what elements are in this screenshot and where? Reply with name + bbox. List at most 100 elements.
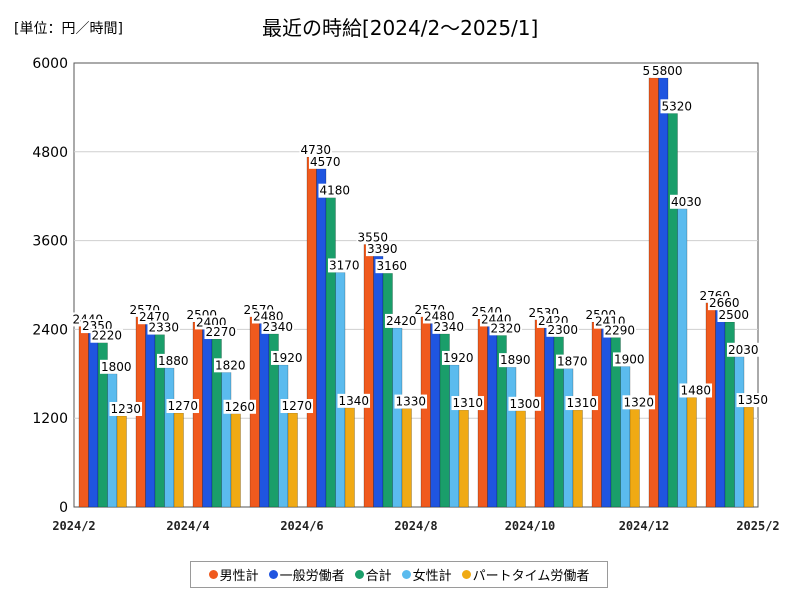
- data-label-bg: [650, 63, 684, 78]
- bar: [344, 407, 355, 508]
- data-label-text: 2340: [262, 320, 293, 334]
- x-tick-label: 2024/6: [280, 519, 323, 533]
- data-label-text: 1340: [338, 394, 369, 408]
- data-label-text: 2030: [728, 343, 759, 357]
- bar: [705, 302, 716, 508]
- data-label: 1330: [394, 394, 428, 409]
- bar: [601, 328, 612, 508]
- data-label-bg: [270, 350, 304, 365]
- legend-marker: [268, 570, 278, 579]
- data-label-text: 2220: [91, 329, 122, 343]
- data-label-bg: [679, 383, 713, 398]
- data-label-text: 4570: [310, 155, 341, 169]
- data-label-bg: [489, 321, 523, 336]
- bar: [458, 409, 469, 508]
- data-label-text: 1880: [158, 354, 189, 368]
- data-label-text: 3160: [376, 259, 407, 273]
- data-label: 1820: [213, 358, 247, 373]
- bar: [173, 412, 184, 508]
- bar: [715, 309, 726, 508]
- data-label-text: 1900: [614, 352, 645, 366]
- unit-label: [単位：円／時間]: [14, 21, 123, 37]
- legend-label: パートタイム労働者: [472, 569, 590, 584]
- bar: [572, 409, 583, 508]
- legend-label: 一般労働者: [279, 569, 345, 584]
- bar: [420, 316, 431, 508]
- data-label: 2500: [717, 308, 751, 322]
- bar: [658, 77, 669, 508]
- bar: [534, 319, 545, 508]
- bar: [145, 323, 156, 508]
- data-label-bg: [451, 396, 485, 411]
- data-label-text: 2320: [490, 321, 521, 335]
- x-tick-label: 2024/8: [394, 519, 437, 533]
- data-label-text: 2300: [547, 323, 578, 337]
- data-label-text: 5800: [652, 64, 683, 78]
- data-label: 1900: [612, 352, 646, 367]
- data-label-bg: [565, 396, 599, 411]
- data-label-text: 2660: [709, 296, 740, 310]
- data-label: 2300: [546, 322, 580, 337]
- legend-item: 女性計: [401, 565, 452, 584]
- data-label: 4570: [308, 154, 342, 169]
- legend-item: 男性計: [208, 565, 259, 584]
- bar: [382, 272, 393, 508]
- x-tick-label: 2024/12: [619, 519, 670, 533]
- data-label-text: 2340: [433, 320, 464, 334]
- y-tick-label: 1200: [32, 411, 68, 427]
- data-label-bg: [318, 183, 352, 198]
- data-label: 2330: [147, 320, 181, 335]
- data-label-text: 1300: [509, 397, 540, 411]
- data-label-bg: [337, 393, 371, 408]
- bar: [743, 406, 754, 508]
- data-label: 2660: [707, 296, 741, 311]
- data-label-text: 1270: [281, 399, 312, 413]
- data-label: 1920: [270, 350, 304, 365]
- data-label-bg: [441, 350, 475, 365]
- data-label-text: 3170: [329, 258, 360, 272]
- data-label-text: 1870: [557, 355, 588, 369]
- bar: [677, 208, 688, 508]
- bar: [449, 364, 460, 508]
- bar: [230, 413, 241, 508]
- data-label-bg: [308, 154, 342, 169]
- plot-area: [73, 62, 759, 508]
- bar: [373, 255, 384, 508]
- y-tick-label: 6000: [32, 56, 68, 72]
- data-label: 3550: [356, 230, 390, 245]
- bar: [392, 327, 403, 508]
- bar: [544, 327, 555, 508]
- legend: 男性計 一般労働者 合計 女性計 パートタイム労働者: [190, 561, 608, 588]
- bar: [78, 326, 89, 508]
- data-label: 5320: [660, 99, 694, 114]
- bar: [116, 415, 127, 508]
- data-label: 2030: [726, 342, 760, 357]
- data-label-bg: [546, 322, 580, 337]
- legend-marker: [208, 570, 218, 579]
- bar: [335, 272, 346, 508]
- data-label-bg: [707, 296, 741, 311]
- chart-title: 最近の時給[2024/2～2025/1]: [262, 16, 539, 40]
- data-label: 1920: [441, 350, 475, 365]
- data-label-text: 1890: [500, 353, 531, 367]
- data-label: 4180: [318, 183, 352, 198]
- data-label-bg: [280, 399, 314, 414]
- bar: [325, 197, 336, 508]
- legend-marker: [354, 570, 364, 579]
- data-label-bg: [166, 399, 200, 414]
- data-label: 4030: [669, 194, 703, 209]
- data-label: 5800: [650, 63, 684, 78]
- data-label: 1270: [280, 399, 314, 414]
- data-label-text: 1480: [680, 383, 711, 397]
- data-label-text: 4180: [319, 184, 350, 198]
- data-label: 1870: [555, 354, 589, 369]
- y-tick-label: 4800: [32, 145, 68, 161]
- data-label: 2420: [384, 313, 418, 328]
- data-label: 1310: [565, 396, 599, 411]
- data-label-text: 2290: [604, 324, 635, 338]
- legend-item: 合計: [354, 565, 392, 584]
- data-label-text: 2330: [148, 321, 179, 335]
- y-tick-label: 3600: [32, 234, 68, 250]
- legend-marker: [401, 570, 411, 579]
- legend-label: 合計: [365, 569, 392, 584]
